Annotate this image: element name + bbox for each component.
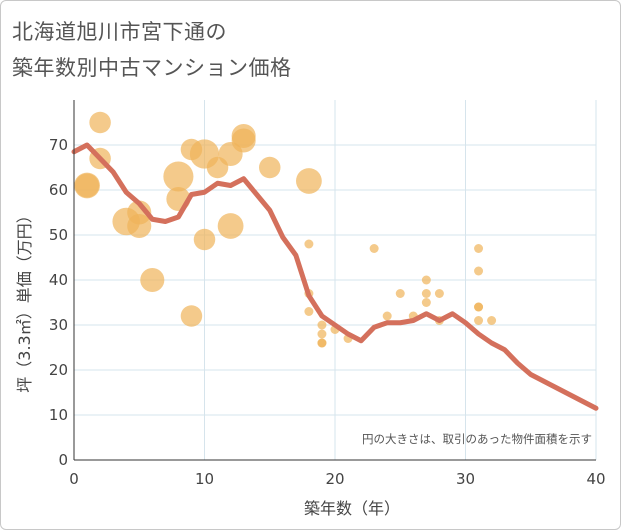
bubble-size-note: 円の大きさは、取引のあった物件面積を示す xyxy=(362,432,592,446)
y-tick-label: 60 xyxy=(49,181,68,199)
tick-labels: 0 10 20 30 40 0 10 20 30 40 50 60 70 xyxy=(49,136,606,488)
data-bubble xyxy=(217,213,244,239)
bubble-layer xyxy=(74,111,497,348)
data-bubble xyxy=(163,161,194,192)
y-tick-label: 50 xyxy=(49,226,68,244)
data-bubble xyxy=(231,128,256,153)
data-bubble xyxy=(75,173,100,198)
trend-line xyxy=(71,142,599,411)
data-bubble xyxy=(421,298,431,307)
data-bubble xyxy=(474,302,484,312)
data-bubble xyxy=(474,316,484,325)
x-tick-label: 30 xyxy=(456,470,475,488)
data-bubble xyxy=(304,239,314,249)
data-bubble xyxy=(317,329,327,339)
data-bubble xyxy=(487,316,497,325)
data-bubble xyxy=(434,289,444,298)
data-bubble xyxy=(421,275,431,285)
x-tick-label: 10 xyxy=(195,470,214,488)
data-bubble xyxy=(259,156,281,179)
data-bubble xyxy=(382,311,392,321)
y-axis-label: 坪（3.3㎡）単価（万円） xyxy=(15,207,34,392)
data-bubble xyxy=(421,289,431,298)
trend-layer xyxy=(71,142,599,411)
data-bubble xyxy=(395,289,405,298)
x-axis-label: 築年数（年） xyxy=(304,499,400,518)
data-bubble xyxy=(474,266,484,276)
x-tick-label: 0 xyxy=(69,470,79,488)
data-bubble xyxy=(304,307,314,316)
y-tick-label: 40 xyxy=(49,271,68,289)
x-tick-label: 20 xyxy=(325,470,344,488)
chart-title-line1: 北海道旭川市宮下通の xyxy=(12,20,227,44)
data-bubble xyxy=(369,244,379,253)
data-bubble xyxy=(89,111,111,134)
y-tick-label: 10 xyxy=(49,406,68,424)
data-bubble xyxy=(317,338,327,348)
data-bubble xyxy=(180,305,203,327)
chart-title-line2: 築年数別中古マンション価格 xyxy=(12,56,292,80)
data-bubble xyxy=(296,168,322,194)
y-tick-label: 0 xyxy=(58,451,68,469)
data-bubble xyxy=(140,267,165,293)
data-bubble xyxy=(193,228,216,251)
y-tick-label: 30 xyxy=(49,316,68,334)
data-bubble xyxy=(474,244,484,253)
data-bubble xyxy=(317,320,327,330)
axes xyxy=(73,100,596,461)
data-bubble xyxy=(127,213,152,239)
y-tick-label: 20 xyxy=(49,361,68,379)
y-tick-label: 70 xyxy=(49,136,68,154)
x-tick-label: 40 xyxy=(586,470,605,488)
